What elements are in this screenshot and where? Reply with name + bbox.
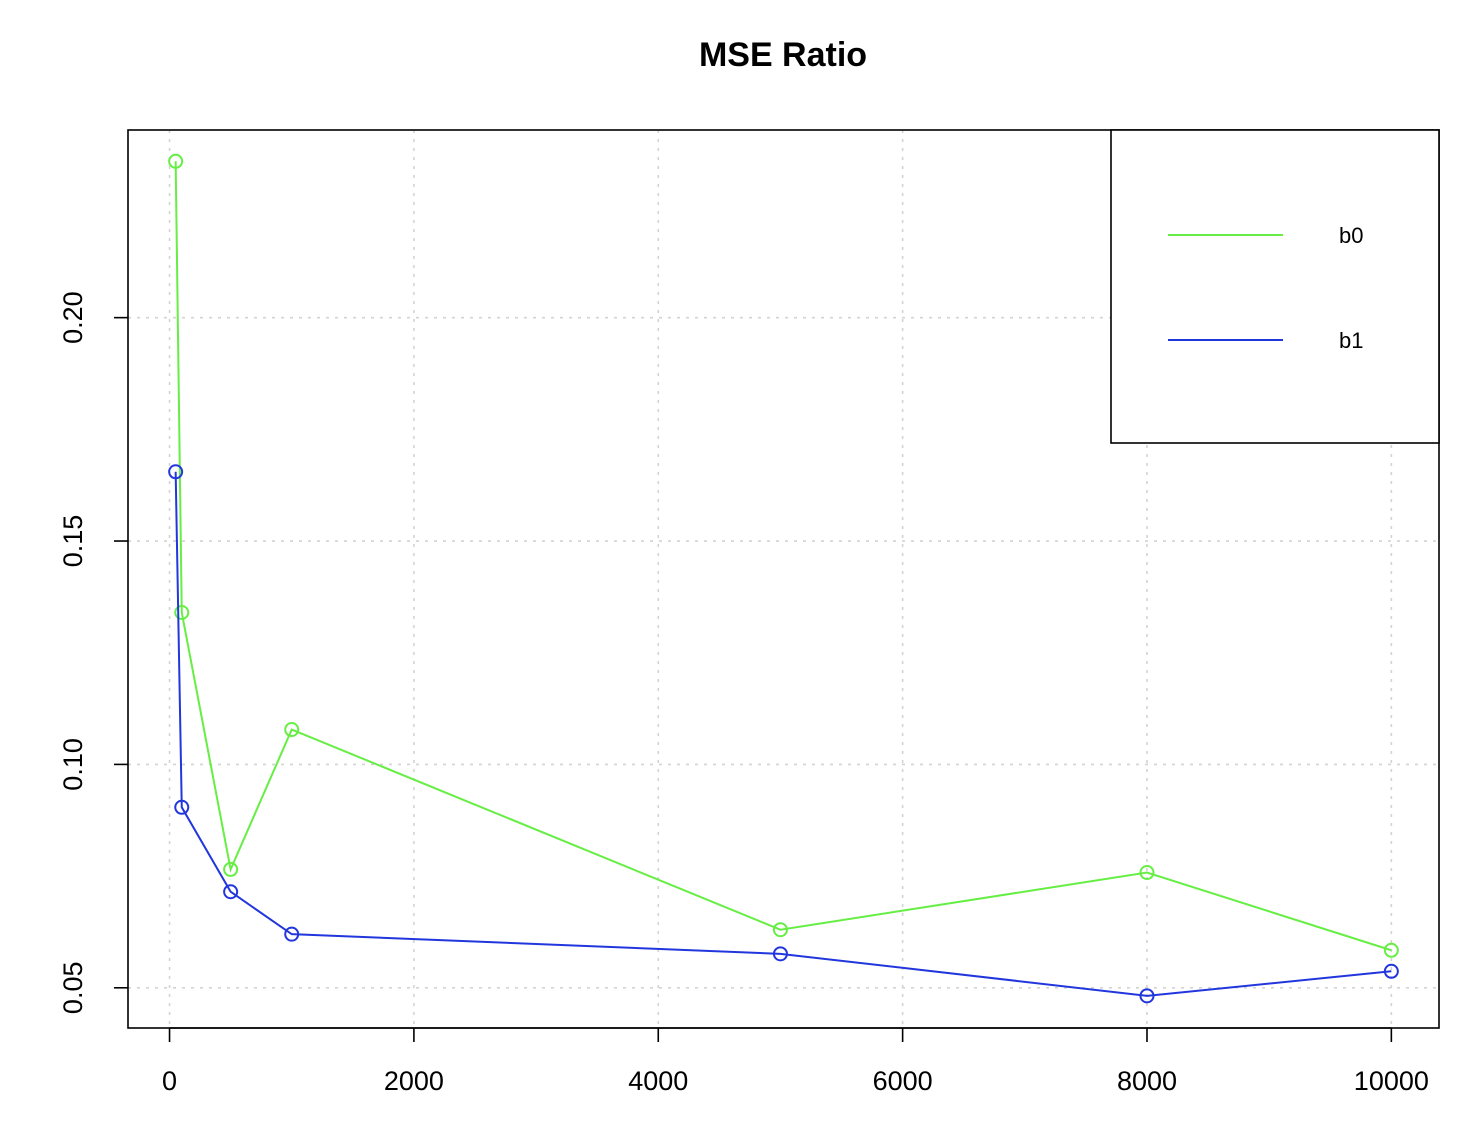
x-tick-label: 8000 [1117,1066,1177,1096]
x-tick-label: 6000 [873,1066,933,1096]
series-line-b0 [174,161,1392,952]
legend-label-b0: b0 [1339,223,1363,248]
data-point-b1 [223,884,239,900]
y-tick-label: 0.20 [58,291,88,344]
data-point-b0 [223,861,239,877]
x-axis: 0 2000 4000 6000 8000 10000 [162,1027,1429,1096]
series-b1 [168,464,1399,1004]
series-line-b1 [174,471,1392,997]
chart-title: MSE Ratio [699,36,867,74]
series-b0 [168,153,1399,958]
y-axis: 0.05 0.10 0.15 0.20 [58,291,128,1014]
data-point-b1 [174,799,190,815]
data-point-b0 [174,605,190,621]
series-layer [168,153,1399,1004]
data-point-b0 [1139,865,1155,881]
data-point-b0 [772,922,788,938]
data-point-b1 [772,946,788,962]
y-tick-label: 0.10 [58,738,88,791]
data-point-b0 [168,153,184,169]
y-tick-label: 0.05 [58,962,88,1015]
legend-box [1110,129,1440,444]
data-point-b1 [1383,963,1399,979]
legend-label-b1: b1 [1339,328,1363,353]
legend: b0 b1 [1110,129,1440,444]
data-point-b1 [168,464,184,480]
x-tick-label: 10000 [1354,1066,1429,1096]
data-point-b1 [1139,988,1155,1004]
x-tick-label: 2000 [384,1066,444,1096]
x-tick-label: 0 [162,1066,177,1096]
grid [128,130,1439,1028]
data-point-b0 [1383,942,1399,958]
y-tick-label: 0.15 [58,515,88,568]
x-tick-label: 4000 [628,1066,688,1096]
data-point-b1 [284,926,300,942]
data-point-b0 [284,722,300,738]
